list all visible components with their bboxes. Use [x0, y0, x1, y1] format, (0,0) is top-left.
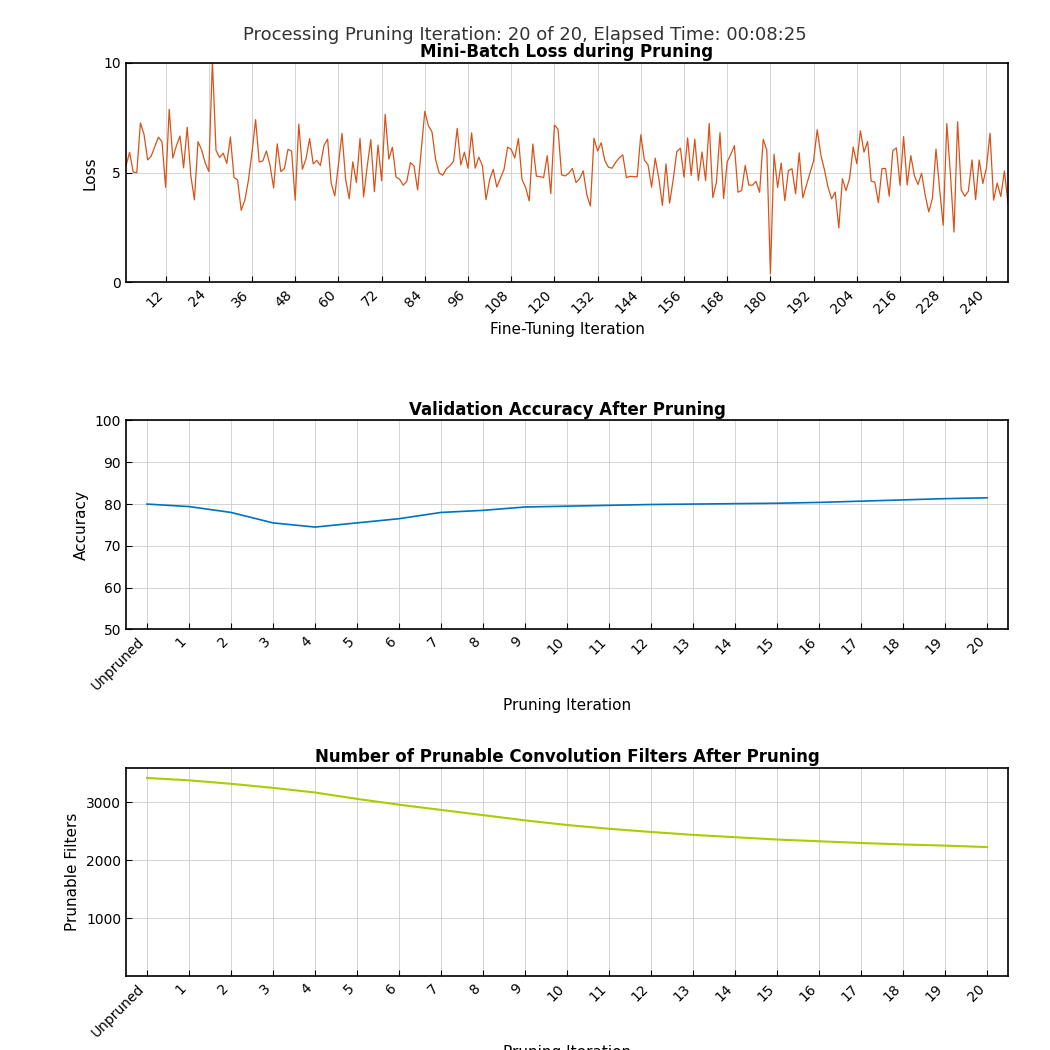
X-axis label: Pruning Iteration: Pruning Iteration [503, 1045, 631, 1050]
Title: Validation Accuracy After Pruning: Validation Accuracy After Pruning [408, 401, 726, 419]
Title: Mini-Batch Loss during Pruning: Mini-Batch Loss during Pruning [420, 43, 714, 62]
Title: Number of Prunable Convolution Filters After Pruning: Number of Prunable Convolution Filters A… [315, 748, 819, 766]
Text: Processing Pruning Iteration: 20 of 20, Elapsed Time: 00:08:25: Processing Pruning Iteration: 20 of 20, … [244, 26, 806, 44]
Y-axis label: Accuracy: Accuracy [75, 490, 89, 560]
X-axis label: Pruning Iteration: Pruning Iteration [503, 698, 631, 713]
Y-axis label: Prunable Filters: Prunable Filters [65, 813, 81, 931]
X-axis label: Fine-Tuning Iteration: Fine-Tuning Iteration [489, 321, 645, 337]
Y-axis label: Loss: Loss [83, 155, 98, 189]
